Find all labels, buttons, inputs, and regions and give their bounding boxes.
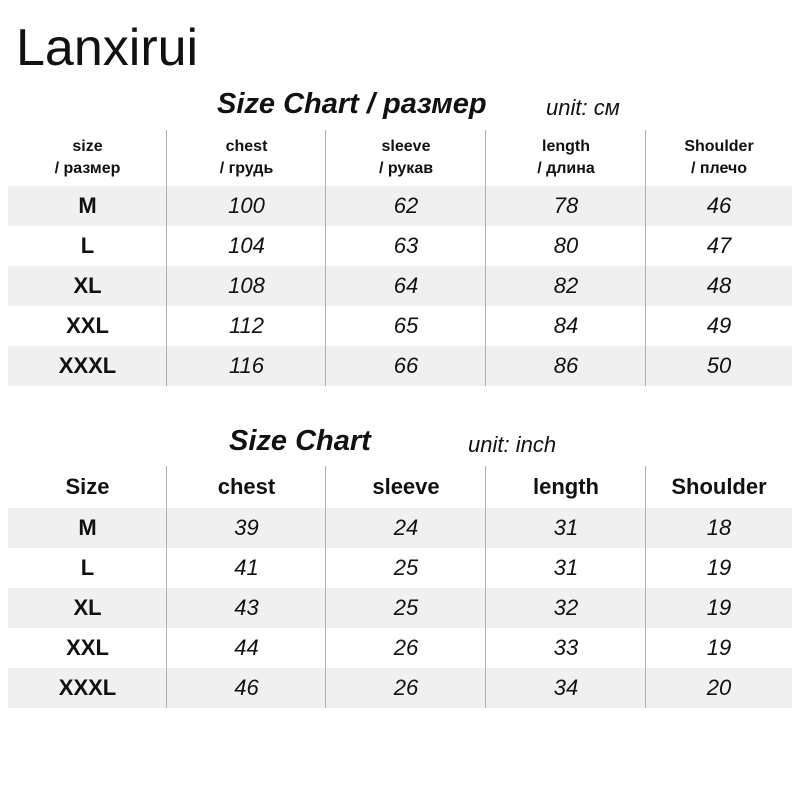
sleeve-cell: 62 bbox=[326, 186, 486, 226]
cm-table-header-row: size / размер chest / грудь sleeve / рук… bbox=[8, 130, 792, 186]
chest-cell: 44 bbox=[167, 628, 326, 668]
cm-header-sleeve: sleeve / рукав bbox=[326, 130, 486, 186]
inch-size-table: Size chest sleeve length Shoulder M 39 2… bbox=[8, 466, 792, 708]
length-cell: 31 bbox=[486, 548, 646, 588]
size-cell: M bbox=[8, 508, 167, 548]
chest-cell: 100 bbox=[167, 186, 326, 226]
sleeve-cell: 25 bbox=[326, 548, 486, 588]
cm-header-sleeve-label: sleeve bbox=[381, 138, 431, 155]
cm-header-size-label: size bbox=[72, 138, 103, 155]
inch-table-header-row: Size chest sleeve length Shoulder bbox=[8, 466, 792, 508]
cm-header-chest-label: chest bbox=[225, 138, 268, 155]
shoulder-cell: 47 bbox=[706, 233, 732, 258]
chest-cell: 112 bbox=[167, 306, 326, 346]
cm-size-table: size / размер chest / грудь sleeve / рук… bbox=[8, 130, 792, 386]
sleeve-cell: 65 bbox=[326, 306, 486, 346]
shoulder-cell: 50 bbox=[706, 353, 732, 378]
length-cell: 31 bbox=[486, 508, 646, 548]
cm-table-unit: unit: см bbox=[546, 95, 620, 120]
shoulder-cell: 19 bbox=[706, 555, 732, 580]
shoulder-cell: 49 bbox=[706, 313, 732, 338]
length-cell: 84 bbox=[486, 306, 646, 346]
cm-header-shoulder: Shoulder / плечо bbox=[646, 130, 792, 186]
chest-cell: 46 bbox=[167, 668, 326, 708]
table-row: L 41 25 31 19 bbox=[8, 548, 792, 588]
size-cell: M bbox=[8, 186, 167, 226]
sleeve-cell: 25 bbox=[326, 588, 486, 628]
shoulder-cell: 19 bbox=[706, 595, 732, 620]
table-row: XXL 112 65 84 49 bbox=[8, 306, 792, 346]
table-row: M 100 62 78 46 bbox=[8, 186, 792, 226]
sleeve-cell: 66 bbox=[326, 346, 486, 386]
sleeve-cell: 26 bbox=[326, 668, 486, 708]
inch-table-unit: unit: inch bbox=[468, 432, 557, 457]
inch-header-size: Size bbox=[8, 466, 167, 508]
table-row: XXXL 116 66 86 50 bbox=[8, 346, 792, 386]
shoulder-cell: 19 bbox=[706, 635, 732, 660]
length-cell: 34 bbox=[486, 668, 646, 708]
shoulder-cell: 48 bbox=[706, 273, 732, 298]
size-cell: XL bbox=[8, 588, 167, 628]
cm-header-sleeve-label-ru: / рукав bbox=[378, 160, 434, 177]
shoulder-cell: 18 bbox=[706, 515, 732, 540]
size-cell: XXXL bbox=[8, 668, 167, 708]
cm-header-length-label: length bbox=[542, 138, 590, 155]
length-cell: 78 bbox=[486, 186, 646, 226]
sleeve-cell: 24 bbox=[326, 508, 486, 548]
inch-header-shoulder: Shoulder bbox=[671, 474, 767, 499]
chest-cell: 39 bbox=[167, 508, 326, 548]
size-cell: XXL bbox=[8, 306, 167, 346]
size-cell: L bbox=[8, 226, 167, 266]
chest-cell: 108 bbox=[167, 266, 326, 306]
cm-header-size-label-ru: / размер bbox=[54, 160, 121, 177]
length-cell: 33 bbox=[486, 628, 646, 668]
cm-header-shoulder-label: Shoulder bbox=[684, 138, 754, 155]
cm-header-length-label-ru: / длина bbox=[537, 160, 595, 177]
table-row: XXL 44 26 33 19 bbox=[8, 628, 792, 668]
table-row: XL 108 64 82 48 bbox=[8, 266, 792, 306]
chest-cell: 104 bbox=[167, 226, 326, 266]
cm-header-chest: chest / грудь bbox=[167, 130, 326, 186]
inch-header-chest: chest bbox=[167, 466, 326, 508]
table-row: XXXL 46 26 34 20 bbox=[8, 668, 792, 708]
chest-cell: 116 bbox=[167, 346, 326, 386]
shoulder-cell: 46 bbox=[706, 193, 732, 218]
cm-header-length: length / длина bbox=[486, 130, 646, 186]
length-cell: 82 bbox=[486, 266, 646, 306]
table-row: M 39 24 31 18 bbox=[8, 508, 792, 548]
inch-header-length: length bbox=[486, 466, 646, 508]
size-cell: XXL bbox=[8, 628, 167, 668]
cm-header-shoulder-label-ru: / плечо bbox=[690, 160, 748, 177]
chest-cell: 43 bbox=[167, 588, 326, 628]
brand-logo-text: Lanxirui bbox=[16, 19, 199, 77]
length-cell: 86 bbox=[486, 346, 646, 386]
chest-cell: 41 bbox=[167, 548, 326, 588]
sleeve-cell: 26 bbox=[326, 628, 486, 668]
shoulder-cell: 20 bbox=[706, 675, 732, 700]
sleeve-cell: 64 bbox=[326, 266, 486, 306]
cm-table-title: Size Chart / размер bbox=[217, 88, 487, 120]
inch-table-title: Size Chart bbox=[229, 425, 371, 457]
length-cell: 32 bbox=[486, 588, 646, 628]
inch-header-sleeve: sleeve bbox=[326, 466, 486, 508]
size-cell: L bbox=[8, 548, 167, 588]
table-row: XL 43 25 32 19 bbox=[8, 588, 792, 628]
cm-header-size: size / размер bbox=[8, 130, 167, 186]
table-row: L 104 63 80 47 bbox=[8, 226, 792, 266]
size-cell: XL bbox=[8, 266, 167, 306]
size-cell: XXXL bbox=[8, 346, 167, 386]
length-cell: 80 bbox=[486, 226, 646, 266]
cm-header-chest-label-ru: / грудь bbox=[219, 160, 274, 177]
sleeve-cell: 63 bbox=[326, 226, 486, 266]
